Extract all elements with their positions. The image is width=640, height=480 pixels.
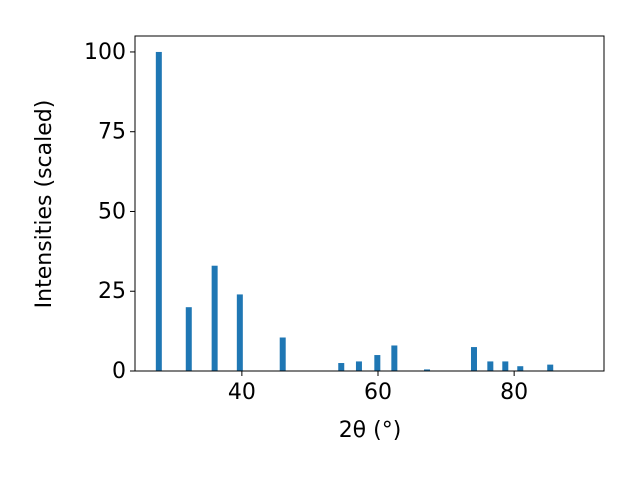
bar (338, 363, 345, 371)
bar (185, 307, 192, 371)
bar (547, 364, 554, 371)
bar (502, 361, 509, 371)
bar (155, 51, 162, 371)
bar (487, 361, 494, 371)
bar (424, 369, 431, 371)
y-tick-label: 50 (98, 199, 126, 224)
bar (391, 345, 398, 371)
y-tick-label: 0 (112, 359, 126, 384)
y-axis-label: Intensities (scaled) (32, 100, 57, 309)
bar (279, 337, 286, 371)
plot-frame (134, 35, 605, 372)
y-tick-label: 75 (98, 120, 126, 145)
y-tick-label: 25 (98, 279, 126, 304)
x-axis-label: 2θ (°) (339, 418, 402, 443)
bar (517, 366, 524, 371)
bar (355, 361, 362, 371)
bar (236, 294, 243, 371)
y-tick-label: 100 (84, 40, 126, 65)
x-tick-label: 60 (364, 380, 392, 405)
bar (470, 347, 477, 371)
x-tick-label: 80 (500, 380, 528, 405)
bar (211, 265, 218, 371)
bar (374, 355, 381, 371)
x-tick-label: 40 (228, 380, 256, 405)
